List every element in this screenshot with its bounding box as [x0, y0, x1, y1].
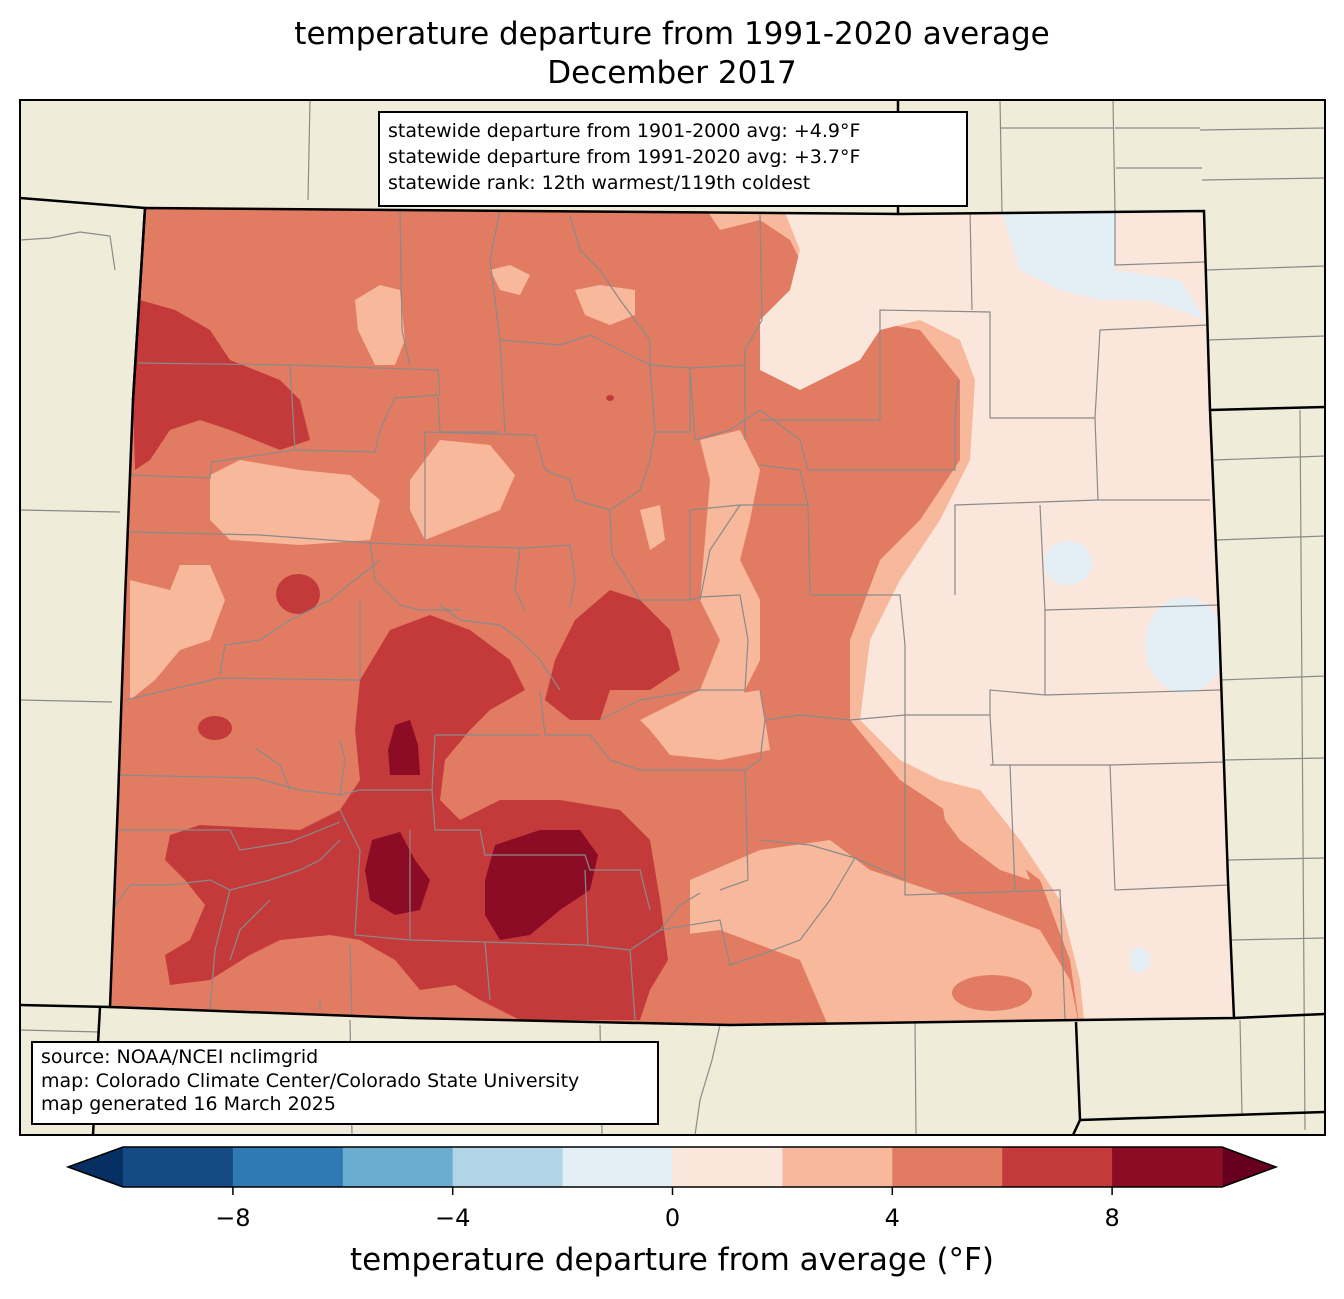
colorbar-bin	[452, 1147, 564, 1187]
colorbar-bin	[562, 1147, 673, 1187]
map-subtitle: December 2017	[547, 55, 797, 91]
field-spot-cool-1	[1044, 541, 1092, 585]
colorbar-tick-label: 8	[1104, 1204, 1120, 1232]
field-band-8-10-b	[365, 832, 430, 915]
colorbar-bin	[672, 1147, 783, 1187]
colorbar-bin	[1112, 1147, 1223, 1187]
stats-line-1901-2000: statewide departure from 1901-2000 avg: …	[388, 120, 861, 142]
source-line-map: map: Colorado Climate Center/Colorado St…	[41, 1069, 580, 1092]
temperature-field	[110, 208, 1234, 1025]
colorbar-bin	[782, 1147, 893, 1187]
colorbar-tick-label: 0	[664, 1204, 681, 1232]
colorbar-bin	[892, 1147, 1003, 1187]
colorbar-tick-label: 4	[884, 1204, 900, 1232]
colorbar-outline	[65, 1146, 1279, 1188]
field-spot-cool-2	[1145, 597, 1225, 693]
field-band-6-8-nw	[133, 300, 310, 470]
stats-line-1991-2020: statewide departure from 1991-2020 avg: …	[388, 146, 861, 168]
field-spot-6-8-b	[198, 716, 232, 740]
field-spot-6-8-tiny	[606, 395, 614, 401]
field-spot-warm-se	[952, 975, 1032, 1011]
source-line-generated: map generated 16 March 2025	[41, 1093, 336, 1115]
field-band-4-6-se	[640, 930, 830, 1025]
colorbar-label: temperature departure from average (°F)	[350, 1242, 994, 1278]
field-band-2-4-small	[640, 505, 665, 550]
colorbar-bin	[123, 1147, 234, 1187]
field-band-2-4-west2	[410, 440, 515, 540]
field-spot-cool-ne	[1000, 208, 1206, 320]
colorbar-bin	[1002, 1147, 1113, 1187]
county-lines	[111, 209, 1229, 1021]
field-spot-cool-3	[1130, 948, 1150, 972]
colorbar-tick-label: −8	[215, 1204, 251, 1232]
field-band-6-8-central	[545, 590, 680, 720]
colorado-border-west	[131, 207, 147, 401]
colorbar-tick-label: −4	[434, 1204, 471, 1232]
source-box: source: NOAA/NCEI nclimgrid map: Colorad…	[31, 1041, 659, 1125]
field-band-2-4-se2	[940, 790, 1030, 880]
field-band-2-4-west3	[130, 565, 225, 700]
field-band-2-4-frontrange	[640, 430, 760, 740]
field-band-8-10-c	[485, 830, 598, 940]
field-band-2-4-frontrange2	[650, 690, 770, 760]
field-band-2-4-west1	[210, 460, 380, 545]
colorbar-bin	[232, 1147, 344, 1187]
map-title: temperature departure from 1991-2020 ave…	[294, 16, 1050, 52]
field-spot-6-8-a	[276, 574, 320, 614]
colorado-border	[108, 206, 1236, 1027]
stats-line-rank: statewide rank: 12th warmest/119th colde…	[388, 172, 811, 194]
colorbar-bin	[342, 1147, 454, 1187]
colorbar	[65, 1146, 1279, 1195]
colorbar-over-arrow	[1222, 1147, 1276, 1187]
field-band-0-2-east	[760, 208, 1234, 1025]
field-band-2-4-north1	[355, 285, 405, 365]
colorbar-under-arrow	[68, 1147, 123, 1187]
field-band-2-4-north2	[575, 285, 635, 325]
field-band-2-4-north3	[490, 265, 530, 295]
map-frame	[19, 99, 1326, 1136]
field-band-8-10-a	[388, 720, 420, 775]
statewide-stats-box: statewide departure from 1901-2000 avg: …	[378, 111, 968, 207]
source-line-data: source: NOAA/NCEI nclimgrid	[41, 1046, 319, 1068]
